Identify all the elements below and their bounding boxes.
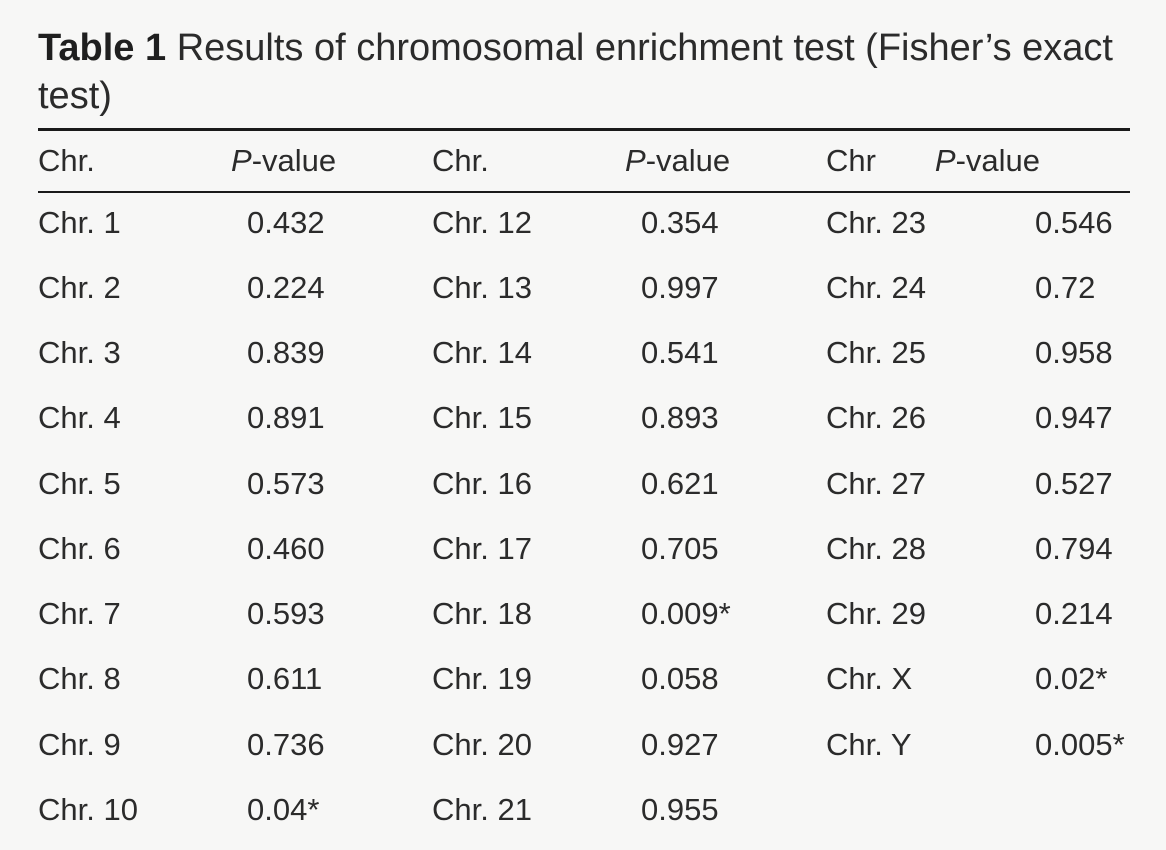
pvalue-cell	[1023, 777, 1130, 842]
header-pvalue-1-italic: P	[231, 143, 252, 178]
pvalue-cell: 0.72	[1035, 269, 1096, 305]
chromosome-cell: Chr. 18	[432, 596, 532, 632]
pvalue-cell: 0.611	[247, 661, 323, 697]
chromosome-cell: Chr. 4	[38, 400, 121, 436]
pvalue-cell: 0.546	[1035, 205, 1113, 240]
table-top-rule	[38, 128, 1130, 131]
pvalue-cell: 0.621	[641, 465, 719, 501]
chromosome-cell: Chr. 19	[432, 661, 532, 697]
pvalue-cell: 0.736	[247, 726, 325, 762]
chromosome-cell: Chr. Y	[826, 726, 912, 762]
header-pvalue-1-rest: -value	[251, 143, 337, 178]
chromosome-cell: Chr. 17	[432, 530, 532, 566]
table-row: Chr. 6 0.460 Chr. 17 0.705 Chr. 28 0.794	[38, 516, 1130, 581]
table-caption-text: Results of chromosomal enrichment test (…	[38, 27, 1113, 117]
pvalue-cell: 0.839	[247, 334, 325, 370]
pvalue-cell: 0.04*	[247, 792, 320, 828]
pvalue-cell: 0.214	[1035, 596, 1113, 632]
header-pvalue-2-italic: P	[625, 143, 646, 178]
results-table: Chr. P-value Chr. P-value Chr P-value Ch…	[38, 131, 1130, 843]
chromosome-cell: Chr. 10	[38, 792, 138, 828]
header-pvalue-3: P-value	[935, 131, 1130, 191]
table-row: Chr. 3 0.839 Chr. 14 0.541 Chr. 25 0.958	[38, 320, 1130, 385]
table-row: Chr. 5 0.573 Chr. 16 0.621 Chr. 27 0.527	[38, 451, 1130, 516]
pvalue-cell: 0.573	[247, 465, 325, 501]
table-row: Chr. 4 0.891 Chr. 15 0.893 Chr. 26 0.947	[38, 386, 1130, 451]
chromosome-cell: Chr. 5	[38, 465, 121, 501]
chromosome-cell: Chr. 3	[38, 334, 121, 370]
chromosome-cell: Chr. 23	[826, 205, 926, 240]
pvalue-cell: 0.891	[247, 400, 325, 436]
header-pvalue-1: P-value	[231, 131, 432, 191]
table-row: Chr. 1 0.432 Chr. 12 0.354 Chr. 23 0.546	[38, 191, 1130, 255]
chromosome-cell: Chr. 12	[432, 205, 532, 240]
chromosome-cell: Chr. 20	[432, 726, 532, 762]
chromosome-cell: Chr. 29	[826, 596, 926, 632]
chromosome-cell: Chr. 7	[38, 596, 121, 632]
chromosome-cell: Chr. 6	[38, 530, 121, 566]
table-row: Chr. 7 0.593 Chr. 18 0.009* Chr. 29 0.214	[38, 581, 1130, 646]
pvalue-cell: 0.794	[1035, 530, 1113, 566]
table-label: Table 1	[38, 27, 167, 69]
chromosome-cell: Chr. 24	[826, 269, 926, 305]
table-header-rule	[38, 191, 1130, 193]
pvalue-cell: 0.705	[641, 530, 719, 566]
table-header-row: Chr. P-value Chr. P-value Chr P-value	[38, 131, 1130, 191]
pvalue-cell: 0.460	[247, 530, 325, 566]
chromosome-cell: Chr. 1	[38, 205, 121, 240]
pvalue-cell: 0.593	[247, 596, 325, 632]
table-caption: Table 1 Results of chromosomal enrichmen…	[38, 24, 1138, 120]
header-chr-2: Chr.	[432, 143, 489, 178]
pvalue-cell: 0.009*	[641, 596, 731, 632]
chromosome-cell: Chr. 8	[38, 661, 121, 697]
pvalue-cell: 0.997	[641, 269, 719, 305]
chromosome-cell: Chr. 14	[432, 334, 532, 370]
pvalue-cell: 0.927	[641, 726, 719, 762]
chromosome-cell: Chr. 9	[38, 726, 121, 762]
pvalue-cell: 0.02*	[1035, 661, 1108, 697]
chromosome-cell: Chr. 27	[826, 465, 926, 501]
pvalue-cell: 0.955	[641, 792, 719, 828]
pvalue-cell: 0.354	[641, 205, 719, 240]
chromosome-cell: Chr. 25	[826, 334, 926, 370]
chromosome-cell: Chr. 28	[826, 530, 926, 566]
chromosome-cell: Chr. 15	[432, 400, 532, 436]
pvalue-cell: 0.058	[641, 661, 719, 697]
header-pvalue-2: P-value	[625, 131, 826, 191]
chromosome-cell: Chr. 2	[38, 269, 121, 305]
pvalue-cell: 0.947	[1035, 400, 1113, 436]
header-pvalue-3-rest: -value	[955, 143, 1040, 178]
pvalue-cell: 0.893	[641, 400, 719, 436]
pvalue-cell: 0.541	[641, 334, 719, 370]
header-pvalue-3-italic: P	[934, 143, 956, 178]
table-row: Chr. 8 0.611 Chr. 19 0.058 Chr. X 0.02*	[38, 647, 1130, 712]
table-row: Chr. 9 0.736 Chr. 20 0.927 Chr. Y 0.005*	[38, 712, 1130, 777]
chromosome-cell	[826, 777, 1023, 842]
chromosome-cell: Chr. 21	[432, 792, 532, 828]
chromosome-cell: Chr. X	[826, 661, 913, 697]
chromosome-cell: Chr. 16	[432, 465, 532, 501]
pvalue-cell: 0.005*	[1035, 726, 1125, 762]
table-row: Chr. 2 0.224 Chr. 13 0.997 Chr. 24 0.72	[38, 255, 1130, 320]
pvalue-cell: 0.432	[247, 205, 325, 240]
pvalue-cell: 0.224	[247, 269, 325, 305]
chromosome-cell: Chr. 26	[826, 400, 926, 436]
header-chr-3: Chr	[826, 143, 876, 178]
pvalue-cell: 0.958	[1035, 334, 1113, 370]
header-chr-1: Chr.	[38, 143, 95, 178]
table-row: Chr. 10 0.04* Chr. 21 0.955	[38, 777, 1130, 842]
pvalue-cell: 0.527	[1035, 465, 1113, 501]
header-pvalue-2-rest: -value	[645, 143, 731, 178]
chromosome-cell: Chr. 13	[432, 269, 532, 305]
